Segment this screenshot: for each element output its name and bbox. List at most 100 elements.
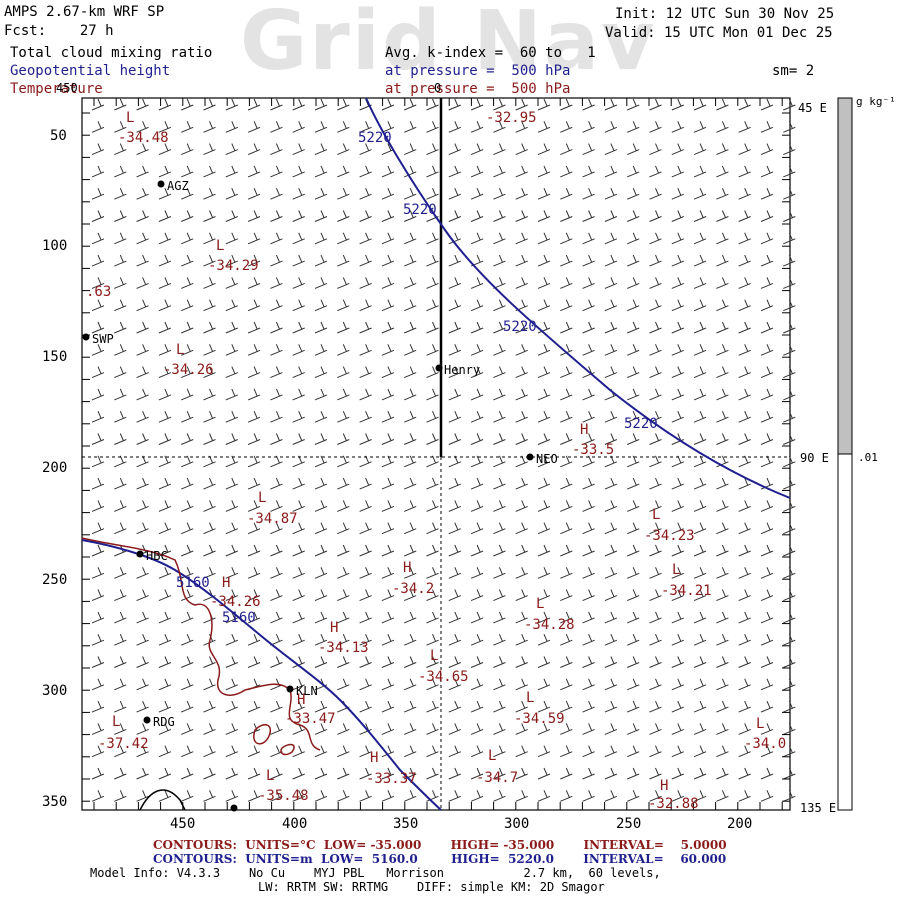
wind-barb — [136, 210, 149, 222]
wind-barb — [671, 143, 684, 156]
wind-barb — [470, 143, 484, 156]
wind-barb — [515, 98, 528, 111]
wind-barb — [649, 344, 662, 356]
wind-barb — [649, 321, 662, 334]
wind-barb — [247, 433, 261, 445]
y-tick-label: 100 — [42, 238, 68, 254]
wind-barb — [426, 634, 439, 646]
wind-barb — [716, 656, 729, 668]
wind-barb — [537, 656, 551, 668]
wind-barb — [247, 388, 261, 401]
wind-barb — [783, 544, 796, 557]
wind-barb — [404, 656, 417, 668]
wind-barb — [604, 522, 618, 535]
wind-barb — [381, 589, 395, 602]
x-tick-label: 450 — [170, 816, 196, 832]
wind-barb — [671, 589, 684, 602]
wind-barb — [693, 254, 707, 267]
wind-barb — [404, 344, 417, 356]
wind-barb — [582, 232, 595, 245]
wind-barb — [716, 611, 729, 624]
wind-barb — [649, 433, 662, 445]
wind-barb — [760, 500, 774, 512]
wind-barb — [560, 411, 573, 423]
wind-barb — [537, 634, 551, 646]
wind-barb — [627, 165, 640, 178]
wind-barb — [671, 277, 684, 289]
wind-barb — [136, 321, 149, 334]
wind-barb — [292, 210, 305, 222]
wind-barb — [381, 700, 395, 713]
footer-model-info-2: LW: RRTM SW: RRTMG DIFF: simple KM: 2D S… — [258, 880, 605, 894]
wind-barb — [337, 745, 350, 758]
wind-barb — [158, 477, 172, 490]
y-tick-label: 300 — [42, 683, 68, 699]
wind-barb — [515, 522, 528, 535]
wind-barb — [91, 723, 105, 735]
wind-barb — [560, 321, 573, 334]
wind-barb — [448, 143, 461, 156]
wind-barb — [270, 98, 283, 111]
wind-barb — [716, 254, 729, 267]
wind-barb — [738, 611, 751, 624]
wind-barb — [448, 589, 461, 602]
station-label-rdg: RDG — [153, 715, 175, 729]
wind-barb — [91, 299, 105, 312]
wind-barb — [693, 700, 707, 713]
wind-barb — [470, 500, 484, 512]
wind-barb — [314, 767, 328, 780]
wind-barb — [760, 232, 774, 245]
wind-barb — [537, 767, 551, 780]
wind-barb — [136, 277, 149, 289]
wind-barb — [247, 210, 261, 222]
wind-barb — [337, 656, 350, 668]
wind-barb — [181, 411, 194, 423]
wind-barb — [203, 165, 216, 178]
wind-barb — [314, 254, 328, 267]
wind-barb — [671, 522, 684, 535]
wind-barb — [337, 143, 350, 156]
wind-barb — [337, 634, 350, 646]
wind-barb — [337, 611, 350, 624]
wind-barb — [359, 210, 372, 222]
wind-barb — [404, 254, 417, 267]
wind-barb — [314, 634, 328, 646]
wind-barb — [493, 745, 506, 758]
wind-barb — [114, 277, 127, 289]
wind-barb — [515, 700, 528, 713]
wind-barb — [493, 188, 506, 200]
wind-barb — [783, 477, 796, 490]
wind-barb — [404, 188, 417, 200]
wind-barb — [493, 411, 506, 423]
wind-barb — [359, 678, 372, 691]
temp-extremum-mark: L — [488, 748, 497, 764]
wind-barb — [493, 121, 506, 133]
wind-barb — [114, 98, 127, 111]
wind-barb — [693, 366, 707, 379]
wind-barb — [181, 723, 194, 735]
wind-barb — [314, 790, 328, 802]
wind-barb — [247, 500, 261, 512]
wind-barb — [448, 366, 461, 379]
wind-barb — [604, 567, 618, 579]
wind-barb — [783, 188, 796, 200]
wind-barb — [716, 411, 729, 423]
wind-barb — [716, 522, 729, 535]
wind-barb — [738, 589, 751, 602]
wind-barb — [426, 188, 439, 200]
wind-barb — [604, 723, 618, 735]
wind-barb — [337, 254, 350, 267]
wind-barb — [537, 277, 551, 289]
wind-barb — [203, 121, 216, 133]
wind-barb — [359, 433, 372, 445]
wind-barb — [448, 299, 461, 312]
wind-barb — [225, 277, 238, 289]
wind-barb — [225, 411, 238, 423]
wind-barb — [203, 98, 216, 111]
wind-barb — [225, 790, 238, 802]
temp-extremum-value: -34.7 — [476, 770, 519, 786]
wind-barb — [649, 188, 662, 200]
wind-barb — [604, 790, 618, 802]
wind-barb — [693, 611, 707, 624]
wind-barb — [716, 723, 729, 735]
